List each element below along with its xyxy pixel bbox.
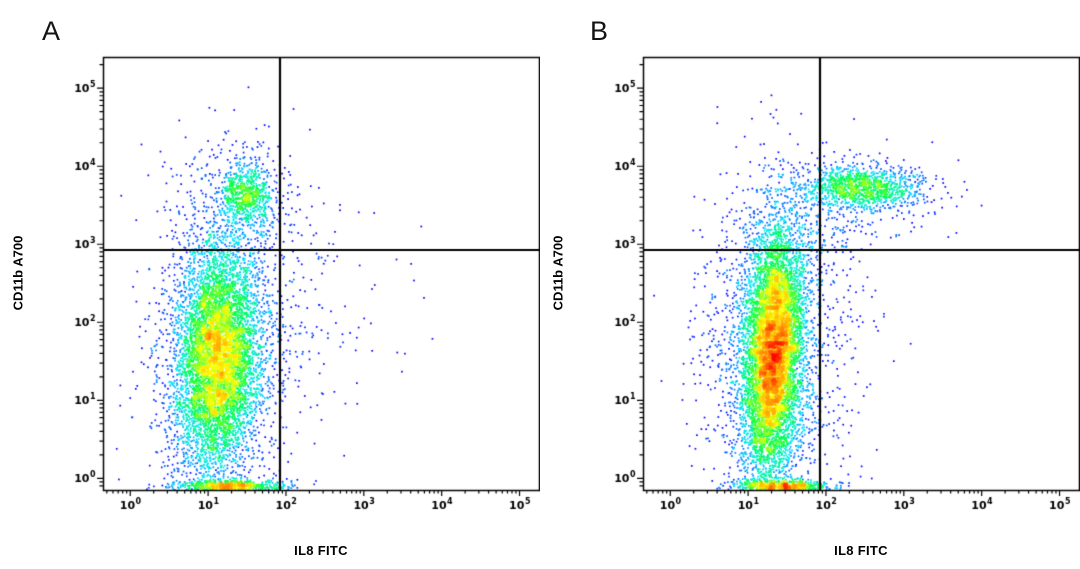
scatter-plot-a [0,0,540,569]
y-axis-label-b: CD11b A700 [550,235,566,311]
panel-a: A CD11b A700 IL8 FITC [0,0,540,569]
scatter-plot-b [540,0,1080,569]
panel-b-label: B [590,16,609,46]
panel-b: B CD11b A700 IL8 FITC [540,0,1080,569]
x-axis-label-a: IL8 FITC [294,543,348,558]
panel-a-label: A [42,16,61,46]
x-axis-label-b: IL8 FITC [834,543,888,558]
y-axis-label-a: CD11b A700 [10,235,26,311]
